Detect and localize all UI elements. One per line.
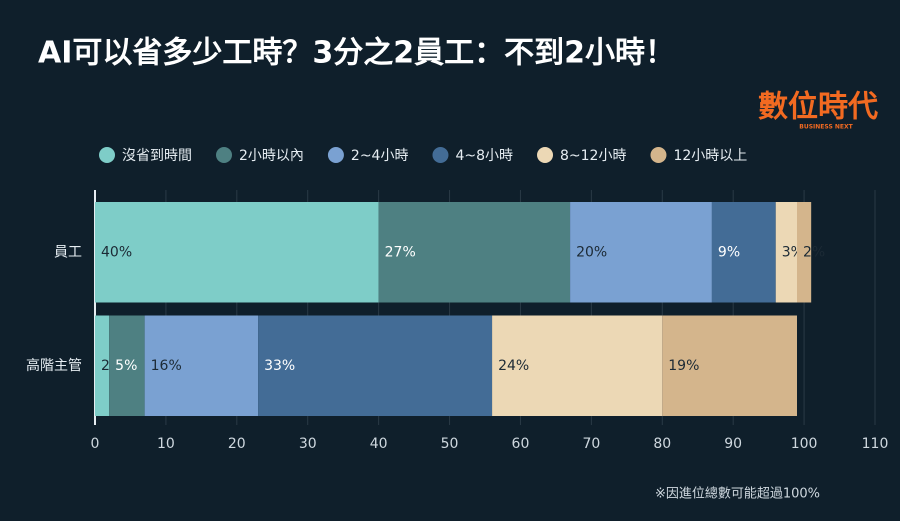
data-label: 9%	[718, 244, 740, 260]
chart-title: AI可以省多少工時？3分之2員工：不到2小時！	[38, 36, 675, 71]
logo-sub: BUSINESS NEXT	[799, 124, 853, 131]
bar-segment	[95, 315, 110, 416]
bar-segment	[570, 202, 712, 303]
legend-swatch	[432, 147, 449, 163]
bar-segment	[378, 202, 571, 303]
bar-segment	[662, 315, 797, 416]
x-tick-label: 0	[91, 436, 100, 452]
x-tick-label: 110	[862, 436, 889, 452]
x-tick-label: 80	[653, 436, 671, 452]
legend-label: 2小時以內	[239, 148, 304, 164]
data-label: 33%	[264, 358, 295, 374]
legend-label: 12小時以上	[673, 148, 747, 164]
bar-segment	[797, 202, 812, 303]
bar-segment	[711, 202, 776, 303]
x-tick-label: 100	[791, 436, 818, 452]
y-tick-label: 員工	[54, 244, 82, 260]
x-tick-label: 50	[441, 436, 459, 452]
bar-segment	[258, 315, 493, 416]
data-label: 40%	[101, 244, 132, 260]
data-label: 19%	[668, 358, 699, 374]
bar-segment	[95, 202, 379, 303]
legend-swatch	[537, 147, 554, 163]
legend-swatch	[327, 147, 344, 163]
legend-swatch	[650, 147, 667, 163]
x-tick-label: 10	[157, 436, 175, 452]
data-label: 24%	[498, 358, 529, 374]
x-tick-label: 20	[228, 436, 246, 452]
data-label: 20%	[576, 244, 607, 260]
bar-segment	[144, 315, 259, 416]
x-tick-label: 30	[299, 436, 317, 452]
x-tick-label: 90	[724, 436, 742, 452]
x-tick-label: 70	[582, 436, 600, 452]
legend-label: 2~4小時	[351, 148, 409, 164]
data-label: 27%	[385, 244, 416, 260]
bar-segment	[492, 315, 663, 416]
data-label: 16%	[151, 358, 182, 374]
legend-label: 4~8小時	[455, 148, 513, 164]
legend-swatch	[99, 147, 115, 163]
logo: 數位時代	[758, 90, 878, 125]
plot: 0 10 20 30 40 50 60 70 80 90 100 110 沒省到時間 2小時以內 2~4小時…	[26, 147, 888, 452]
legend-label: 8~12小時	[560, 148, 626, 164]
x-tick-label: 60	[512, 436, 530, 452]
data-label: 5%	[115, 358, 137, 374]
bar-segment	[775, 202, 797, 303]
footnote: ※因進位總數可能超過100%	[655, 486, 820, 502]
y-tick-label: 高階主管	[26, 357, 82, 374]
legend-label: 沒省到時間	[122, 147, 192, 164]
data-label: 2%	[803, 244, 825, 260]
bar-segment	[109, 315, 145, 416]
legend-swatch	[216, 147, 232, 163]
x-tick-label: 40	[370, 436, 388, 452]
